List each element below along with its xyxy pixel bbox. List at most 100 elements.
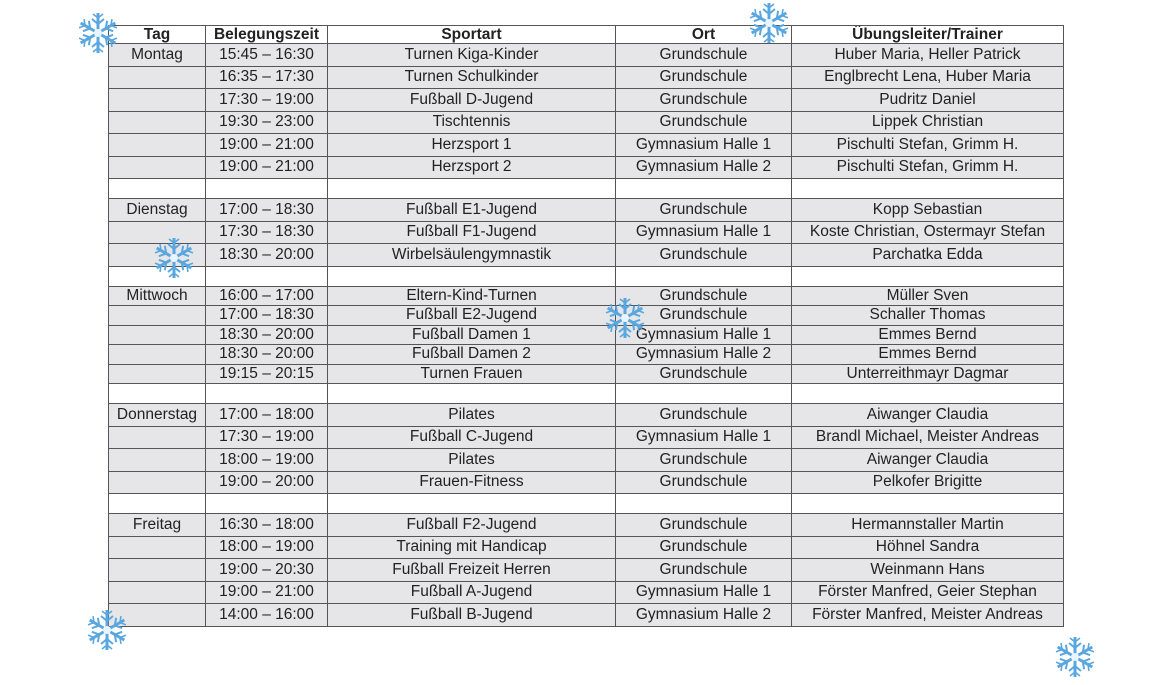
sport-cell: Pilates [327,403,616,427]
place-cell: Gymnasium Halle 2 [615,155,792,179]
day-cell [108,65,206,89]
sport-cell: Fußball Damen 1 [327,324,616,345]
table-row: 19:00 – 21:00 Herzsport 1 Gymnasium Halle … [108,133,1064,157]
header-trainer: Übungsleiter/Trainer [791,25,1064,44]
trainer-cell: Aiwanger Claudia [791,448,1064,472]
table-row: Donnerstag 17:00 – 18:00 Pilates Grundschul… [108,403,1064,427]
snowflake-icon [151,235,197,281]
place-cell: Grundschule [615,448,792,472]
trainer-cell: Pelkofer Brigitte [791,470,1064,494]
training-schedule-table: Tag Belegungszeit Sportart Ort Übungslei… [108,25,1064,627]
time-cell: 17:00 – 18:00 [205,403,328,427]
empty-cell [205,383,328,404]
trainer-cell: Parchatka Edda [791,243,1064,267]
snowflake-icon [746,0,792,46]
separator-row [108,493,1064,514]
table-row: 14:00 – 16:00 Fußball B-Jugend Gymnasium H… [108,603,1064,627]
place-cell: Grundschule [615,535,792,559]
time-cell: 19:00 – 21:00 [205,580,328,604]
place-cell: Gymnasium Halle 2 [615,344,792,365]
day-cell [108,133,206,157]
trainer-cell: Pischulti Stefan, Grimm H. [791,133,1064,157]
table-row: 19:00 – 21:00 Herzsport 2 Gymnasium Halle … [108,155,1064,179]
day-cell [108,110,206,134]
trainer-cell: Huber Maria, Heller Patrick [791,43,1064,67]
table-row: Freitag 16:30 – 18:00 Fußball F2-Jugend Gru… [108,513,1064,537]
trainer-cell: Höhnel Sandra [791,535,1064,559]
empty-cell [791,493,1064,514]
empty-cell [615,493,792,514]
table-row: 17:30 – 19:00 Fußball D-Jugend Grundschule… [108,88,1064,112]
empty-cell [327,493,616,514]
day-cell [108,305,206,326]
day-cell [108,425,206,449]
empty-cell [791,383,1064,404]
day-cell [108,155,206,179]
empty-cell [327,265,616,287]
day-cell [108,88,206,112]
place-cell: Grundschule [615,88,792,112]
empty-cell [108,493,206,514]
sport-cell: Herzsport 2 [327,155,616,179]
trainer-cell: Weinmann Hans [791,558,1064,582]
place-cell: Gymnasium Halle 1 [615,425,792,449]
time-cell: 19:30 – 23:00 [205,110,328,134]
time-cell: 19:15 – 20:15 [205,363,328,384]
trainer-cell: Förster Manfred, Geier Stephan [791,580,1064,604]
sport-cell: Herzsport 1 [327,133,616,157]
place-cell: Grundschule [615,470,792,494]
table-row: 16:35 – 17:30 Turnen Schulkinder Grundschu… [108,65,1064,89]
time-cell: 18:00 – 19:00 [205,448,328,472]
sport-cell: Fußball F1-Jugend [327,220,616,244]
time-cell: 15:45 – 16:30 [205,43,328,67]
sport-cell: Fußball E2-Jugend [327,305,616,326]
day-cell: Montag [108,43,206,67]
table-row: 18:30 – 20:00 Fußball Damen 2 Gymnasium Ha… [108,344,1064,365]
day-cell [108,558,206,582]
trainer-cell: Schaller Thomas [791,305,1064,326]
place-cell: Gymnasium Halle 1 [615,133,792,157]
sport-cell: Wirbelsäulengymnastik [327,243,616,267]
time-cell: 17:30 – 18:30 [205,220,328,244]
place-cell: Grundschule [615,65,792,89]
day-cell [108,363,206,384]
time-cell: 17:30 – 19:00 [205,425,328,449]
time-cell: 17:00 – 18:30 [205,198,328,222]
table-row: Dienstag 17:00 – 18:30 Fußball E1-Jugend Gr… [108,198,1064,222]
table-row: 18:00 – 19:00 Pilates Grundschule Aiwanger … [108,448,1064,472]
time-cell: 16:00 – 17:00 [205,285,328,306]
place-cell: Grundschule [615,558,792,582]
trainer-cell: Müller Sven [791,285,1064,306]
sport-cell: Fußball C-Jugend [327,425,616,449]
day-cell [108,603,206,627]
trainer-cell: Pischulti Stefan, Grimm H. [791,155,1064,179]
place-cell: Gymnasium Halle 1 [615,220,792,244]
table-row: 19:30 – 23:00 Tischtennis Grundschule Lippe… [108,110,1064,134]
place-cell: Grundschule [615,305,792,326]
table-row: 18:30 – 20:00 Wirbelsäulengymnastik Grunds… [108,243,1064,267]
time-cell: 19:00 – 21:00 [205,155,328,179]
sport-cell: Turnen Schulkinder [327,65,616,89]
empty-cell [205,178,328,199]
trainer-cell: Koste Christian, Ostermayr Stefan [791,220,1064,244]
time-cell: 18:00 – 19:00 [205,535,328,559]
trainer-cell: Förster Manfred, Meister Andreas [791,603,1064,627]
sport-cell: Fußball B-Jugend [327,603,616,627]
sport-cell: Eltern-Kind-Turnen [327,285,616,306]
empty-cell [791,265,1064,287]
sport-cell: Turnen Frauen [327,363,616,384]
empty-cell [615,178,792,199]
time-cell: 19:00 – 20:00 [205,470,328,494]
trainer-cell: Kopp Sebastian [791,198,1064,222]
table-row: Mittwoch 16:00 – 17:00 Eltern-Kind-Turnen G… [108,285,1064,306]
trainer-cell: Pudritz Daniel [791,88,1064,112]
time-cell: 17:30 – 19:00 [205,88,328,112]
place-cell: Gymnasium Halle 2 [615,603,792,627]
sport-cell: Tischtennis [327,110,616,134]
snowflake-icon [84,607,130,653]
time-cell: 18:30 – 20:00 [205,344,328,365]
table-row: 17:30 – 19:00 Fußball C-Jugend Gymnasium H… [108,425,1064,449]
place-cell: Gymnasium Halle 1 [615,580,792,604]
place-cell: Grundschule [615,43,792,67]
sport-cell: Fußball E1-Jugend [327,198,616,222]
